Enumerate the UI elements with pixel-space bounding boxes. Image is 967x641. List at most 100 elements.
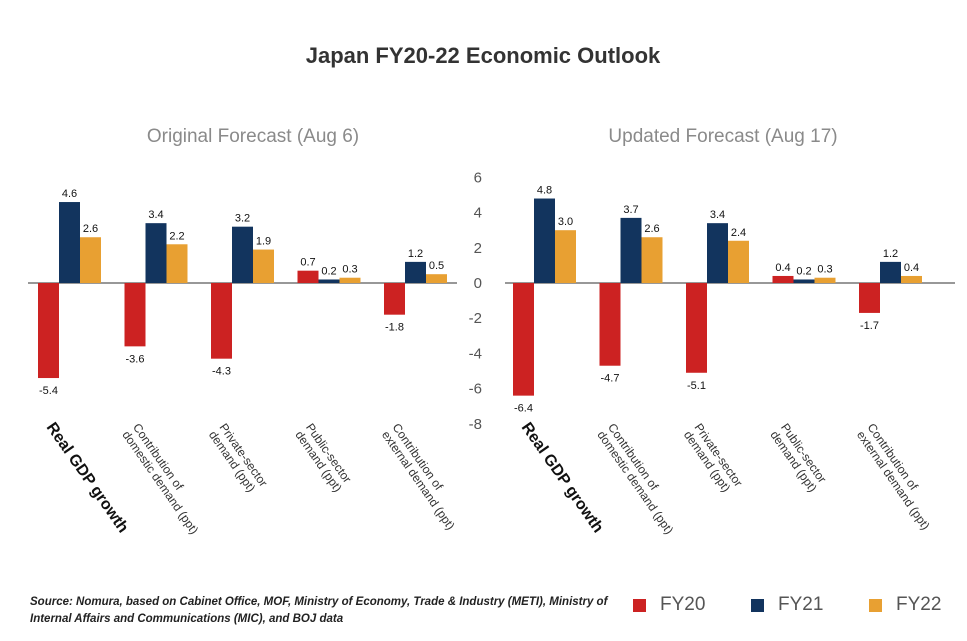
data-label-fy21-4: 0.2 — [321, 265, 336, 277]
legend-label-fy20: FY20 — [660, 594, 706, 615]
legend-label-fy22: FY22 — [896, 594, 942, 615]
data-label-fy21-2: 3.4 — [148, 209, 163, 221]
bar-fy20-3 — [686, 283, 707, 373]
bar-fy21-4 — [793, 279, 815, 283]
bar-fy21-2 — [620, 217, 642, 283]
y-tick-label: -8 — [469, 416, 482, 433]
category-label-line: Real GDP growth — [43, 420, 132, 537]
data-label-fy21-5: 1.2 — [883, 248, 898, 260]
data-label-fy22-1: 3.0 — [558, 216, 573, 228]
y-tick-label: -6 — [469, 381, 482, 398]
category-label-5: Contribution ofexternal demand (ppt) — [379, 421, 468, 533]
category-label-3: Private-sectordemand (ppt) — [206, 421, 271, 497]
panel-2-title: Updated Forecast (Aug 17) — [608, 126, 837, 147]
bar-fy21-4 — [318, 279, 340, 283]
bar-fy20-5 — [859, 283, 880, 313]
y-tick-label: -2 — [469, 310, 482, 327]
data-label-fy22-3: 1.9 — [256, 236, 271, 248]
data-label-fy22-4: 0.3 — [817, 264, 832, 276]
bar-fy21-3 — [232, 226, 253, 283]
data-label-fy21-3: 3.4 — [710, 209, 725, 221]
data-label-fy22-2: 2.2 — [169, 230, 184, 242]
data-label-fy20-5: -1.7 — [860, 320, 879, 332]
data-label-fy21-5: 1.2 — [408, 248, 423, 260]
data-label-fy20-5: -1.8 — [385, 322, 404, 334]
data-label-fy20-1: -6.4 — [514, 403, 533, 415]
panel-2: Updated Forecast (Aug 17) -6.4 4.8 3.0 Real … — [505, 126, 955, 537]
bar-fy20-1 — [513, 283, 534, 396]
data-label-fy21-1: 4.6 — [62, 188, 77, 200]
legend-item-fy22: FY22 — [869, 594, 967, 616]
legend-item-fy21: FY21 — [751, 594, 869, 616]
y-tick-label: 2 — [474, 240, 482, 257]
bar-fy22-3 — [253, 249, 274, 283]
legend-item-fy20: FY20 — [633, 594, 751, 616]
source-note: Source: Nomura, based on Cabinet Office,… — [30, 596, 608, 625]
bar-fy22-1 — [555, 230, 576, 283]
category-label-1: Real GDP growth — [43, 420, 132, 537]
bar-fy21-2 — [145, 223, 167, 283]
bar-fy22-4 — [339, 277, 361, 283]
bar-fy22-2 — [166, 244, 188, 283]
bar-fy21-1 — [59, 202, 80, 283]
data-label-fy20-1: -5.4 — [39, 385, 58, 397]
bar-fy22-3 — [728, 240, 749, 283]
data-label-fy21-3: 3.2 — [235, 213, 250, 225]
bar-fy20-4 — [297, 270, 319, 283]
bar-fy21-5 — [880, 261, 901, 283]
data-label-fy20-3: -5.1 — [687, 380, 706, 392]
data-label-fy22-5: 0.5 — [429, 260, 444, 272]
legend: FY20 FY21 FY22 — [633, 594, 967, 616]
bar-fy22-1 — [80, 237, 101, 283]
category-label-2: Contribution ofdomestic demand (ppt) — [119, 421, 212, 537]
y-tick-label: -4 — [469, 345, 482, 362]
bar-fy20-5 — [384, 283, 405, 315]
bar-fy20-3 — [211, 283, 232, 359]
data-label-fy20-4: 0.4 — [775, 262, 790, 274]
data-label-fy22-3: 2.4 — [731, 227, 746, 239]
bar-fy21-5 — [405, 261, 426, 283]
chart-title: Japan FY20-22 Economic Outlook — [306, 43, 661, 68]
category-label-2: Contribution ofdomestic demand (ppt) — [594, 421, 687, 537]
legend-swatch-fy21 — [751, 598, 764, 612]
legend-swatch-fy20 — [633, 598, 646, 612]
category-label-4: Public-sectordemand (ppt) — [767, 421, 830, 495]
data-label-fy20-2: -3.6 — [126, 353, 145, 365]
bar-fy22-2 — [641, 237, 663, 283]
category-label-3: Private-sectordemand (ppt) — [681, 421, 746, 497]
data-label-fy21-2: 3.7 — [623, 204, 638, 216]
category-label-4: Public-sectordemand (ppt) — [292, 421, 355, 495]
category-label-1: Real GDP growth — [518, 420, 607, 537]
data-label-fy22-4: 0.3 — [342, 264, 357, 276]
bar-fy22-5 — [426, 274, 447, 283]
category-label-5: Contribution ofexternal demand (ppt) — [854, 421, 943, 533]
bar-fy21-1 — [534, 198, 555, 283]
data-label-fy20-2: -4.7 — [601, 373, 620, 385]
data-label-fy22-1: 2.6 — [83, 223, 98, 235]
data-label-fy22-2: 2.6 — [644, 223, 659, 235]
bar-fy22-5 — [901, 275, 922, 283]
y-tick-label: 6 — [474, 169, 482, 186]
category-label-line: domestic demand (ppt) — [119, 428, 201, 537]
bar-fy20-4 — [772, 275, 794, 283]
panel-1: Original Forecast (Aug 6) -5.4 4.6 2.6 Real … — [28, 126, 468, 537]
data-label-fy22-5: 0.4 — [904, 262, 919, 274]
panel-1-title: Original Forecast (Aug 6) — [147, 126, 359, 147]
bar-fy20-1 — [38, 283, 59, 379]
data-label-fy21-1: 4.8 — [537, 185, 552, 197]
category-label-line: Real GDP growth — [518, 420, 607, 537]
bar-fy21-3 — [707, 223, 728, 283]
plot-area: Original Forecast (Aug 6) -5.4 4.6 2.6 Real … — [28, 126, 955, 537]
bar-fy22-4 — [814, 277, 836, 283]
legend-swatch-fy22 — [869, 598, 882, 612]
category-label-line: domestic demand (ppt) — [594, 428, 676, 537]
bar-fy20-2 — [599, 283, 621, 366]
legend-label-fy21: FY21 — [778, 594, 824, 615]
data-label-fy21-4: 0.2 — [796, 265, 811, 277]
data-label-fy20-3: -4.3 — [212, 366, 231, 378]
y-tick-label: 0 — [474, 275, 482, 292]
bar-fy20-2 — [124, 283, 146, 347]
data-label-fy20-4: 0.7 — [300, 257, 315, 269]
y-tick-label: 4 — [474, 205, 482, 222]
